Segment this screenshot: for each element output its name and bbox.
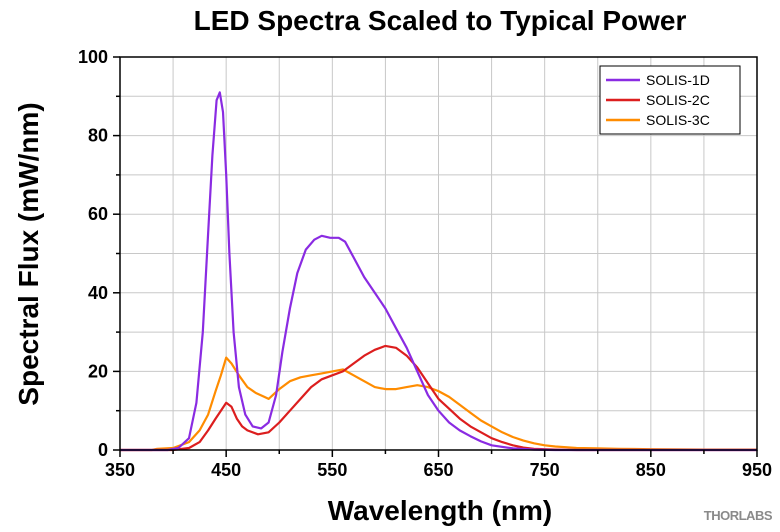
y-axis-label: Spectral Flux (mW/nm) <box>13 102 44 405</box>
x-tick-label: 450 <box>211 460 241 480</box>
series-line-solis-2c <box>120 344 757 452</box>
tick-labels: 350 450 550 650 750 850 950 0 20 40 60 80 100 <box>78 47 772 480</box>
legend-label: SOLIS-3C <box>646 112 710 128</box>
series-line-solis-1d <box>120 91 757 452</box>
x-tick-label: 350 <box>105 460 135 480</box>
y-tick-label: 100 <box>78 47 108 67</box>
series-line-solis-3c <box>120 356 757 452</box>
axis-ticks <box>113 56 758 457</box>
thorlabs-logo: THORLABS <box>704 508 773 523</box>
x-tick-label: 950 <box>742 460 772 480</box>
x-tick-label: 650 <box>423 460 453 480</box>
legend-label: SOLIS-1D <box>646 72 710 88</box>
x-axis-label: Wavelength (nm) <box>328 495 553 526</box>
legend: SOLIS-1D SOLIS-2C SOLIS-3C <box>599 65 741 135</box>
y-tick-label: 80 <box>88 126 108 146</box>
legend-label: SOLIS-2C <box>646 92 710 108</box>
series-lines <box>120 91 757 452</box>
y-tick-label: 40 <box>88 283 108 303</box>
y-tick-label: 60 <box>88 204 108 224</box>
chart-title: LED Spectra Scaled to Typical Power <box>194 5 687 36</box>
x-tick-label: 750 <box>530 460 560 480</box>
x-tick-label: 550 <box>317 460 347 480</box>
x-tick-label: 850 <box>636 460 666 480</box>
y-tick-label: 20 <box>88 361 108 381</box>
y-tick-label: 0 <box>98 440 108 460</box>
